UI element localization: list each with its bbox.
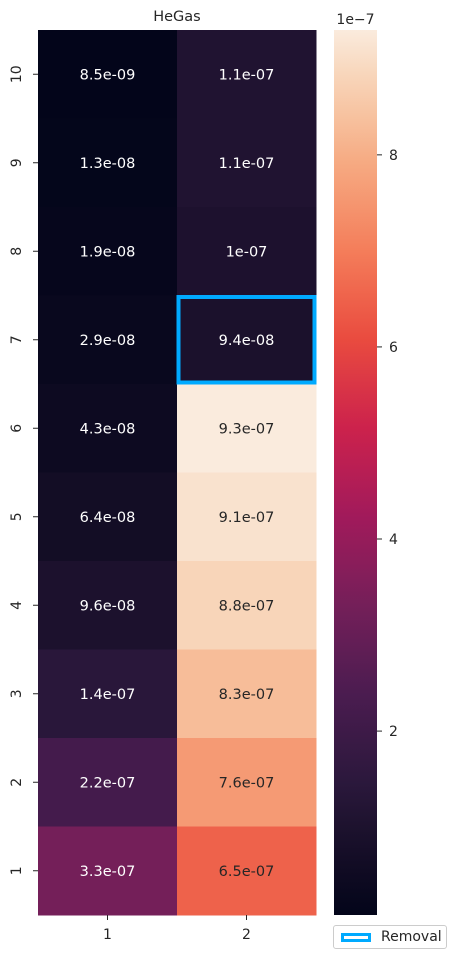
cell-label: 2.9e-08 [80,333,136,349]
cell-label: 8.8e-07 [219,598,275,614]
y-tick-label: 3 [9,689,25,698]
y-tick-label: 9 [9,158,25,167]
heatmap-cell-r2-c2 [177,738,317,827]
y-tick-label: 4 [9,601,25,610]
highlight-box [176,295,317,385]
heatmap-cell-r9-c2 [177,118,317,208]
x-tick-label: 2 [242,927,251,943]
heatmap-cell-r10-c2 [177,30,317,119]
legend: Removal [333,925,447,949]
cell-label: 1.1e-07 [219,67,275,83]
heatmap-cell-r7-c2 [177,295,317,385]
y-tick-label: 5 [9,512,25,521]
heatmap-cell-r5-c2 [177,472,317,562]
chart-title: HeGas [153,9,201,25]
heatmap-cell-r2-c1 [38,738,178,827]
y-tick-label: 1 [9,866,25,875]
cell-label: 6.4e-08 [80,510,136,526]
heatmap-cell-r10-c1 [38,30,178,119]
cell-label: 9.6e-08 [80,598,136,614]
cell-label: 1.3e-08 [80,156,136,172]
legend-label-removal: Removal [381,929,442,945]
cell-label: 9.4e-08 [219,333,275,349]
colorbar [334,30,377,915]
cell-label: 8.3e-07 [219,687,275,703]
x-tick-label: 1 [103,927,112,943]
colorbar-tick-label: 4 [389,532,398,548]
y-tick-label: 8 [9,247,25,256]
colorbar-offset-label: 1e−7 [336,12,374,28]
heatmap-cell-r8-c2 [177,207,317,296]
y-tick-label: 7 [9,335,25,344]
colorbar-tick-label: 6 [389,340,398,356]
legend-swatch-removal [341,932,371,942]
y-tick-label: 10 [9,65,25,83]
cell-label: 6.5e-07 [219,864,275,880]
cell-label: 1e-07 [226,244,268,260]
cell-label: 8.5e-09 [80,67,136,83]
cell-label: 1.9e-08 [80,244,136,260]
heatmap-cell-r5-c1 [38,472,178,562]
colorbar-tick-label: 8 [389,148,398,164]
cell-label: 9.3e-07 [219,421,275,437]
colorbar-tick-label: 2 [389,724,398,740]
heatmap-cell-r7-c1 [38,295,178,385]
y-tick-label: 2 [9,778,25,787]
cell-label: 3.3e-07 [80,864,136,880]
heatmap-cell-r1-c1 [38,826,178,916]
heatmap-cell-r9-c1 [38,118,178,208]
heatmap-cell-r6-c1 [38,384,178,473]
heatmap-cell-r3-c2 [177,649,317,739]
heatmap-cell-r4-c1 [38,561,178,650]
heatmap-cell-r6-c2 [177,384,317,473]
cell-label: 9.1e-07 [219,510,275,526]
heatmap-cell-r1-c2 [177,826,317,916]
cell-label: 7.6e-07 [219,775,275,791]
heatmap-cell-r8-c1 [38,207,178,296]
cell-label: 1.1e-07 [219,156,275,172]
heatmap-cell-r3-c1 [38,649,178,739]
y-tick-label: 6 [9,424,25,433]
heatmap-cell-r4-c2 [177,561,317,650]
cell-label: 1.4e-07 [80,687,136,703]
cell-label: 2.2e-07 [80,775,136,791]
cell-label: 4.3e-08 [80,421,136,437]
